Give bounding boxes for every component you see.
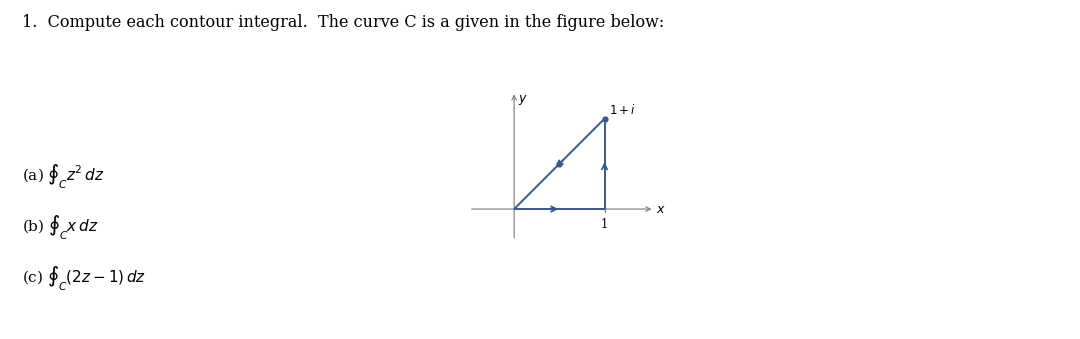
Text: $y$: $y$ <box>517 93 528 107</box>
Text: $x$: $x$ <box>656 203 666 216</box>
Text: $1+i$: $1+i$ <box>609 103 636 117</box>
Text: (a) $\oint_C z^2\,dz$: (a) $\oint_C z^2\,dz$ <box>22 163 105 191</box>
Text: 1.  Compute each contour integral.  The curve C is a given in the figure below:: 1. Compute each contour integral. The cu… <box>22 14 664 31</box>
Text: (c) $\oint_C (2z-1)\,dz$: (c) $\oint_C (2z-1)\,dz$ <box>22 264 146 293</box>
Text: 1: 1 <box>600 218 608 231</box>
Text: (b) $\oint_C x\,dz$: (b) $\oint_C x\,dz$ <box>22 214 98 242</box>
